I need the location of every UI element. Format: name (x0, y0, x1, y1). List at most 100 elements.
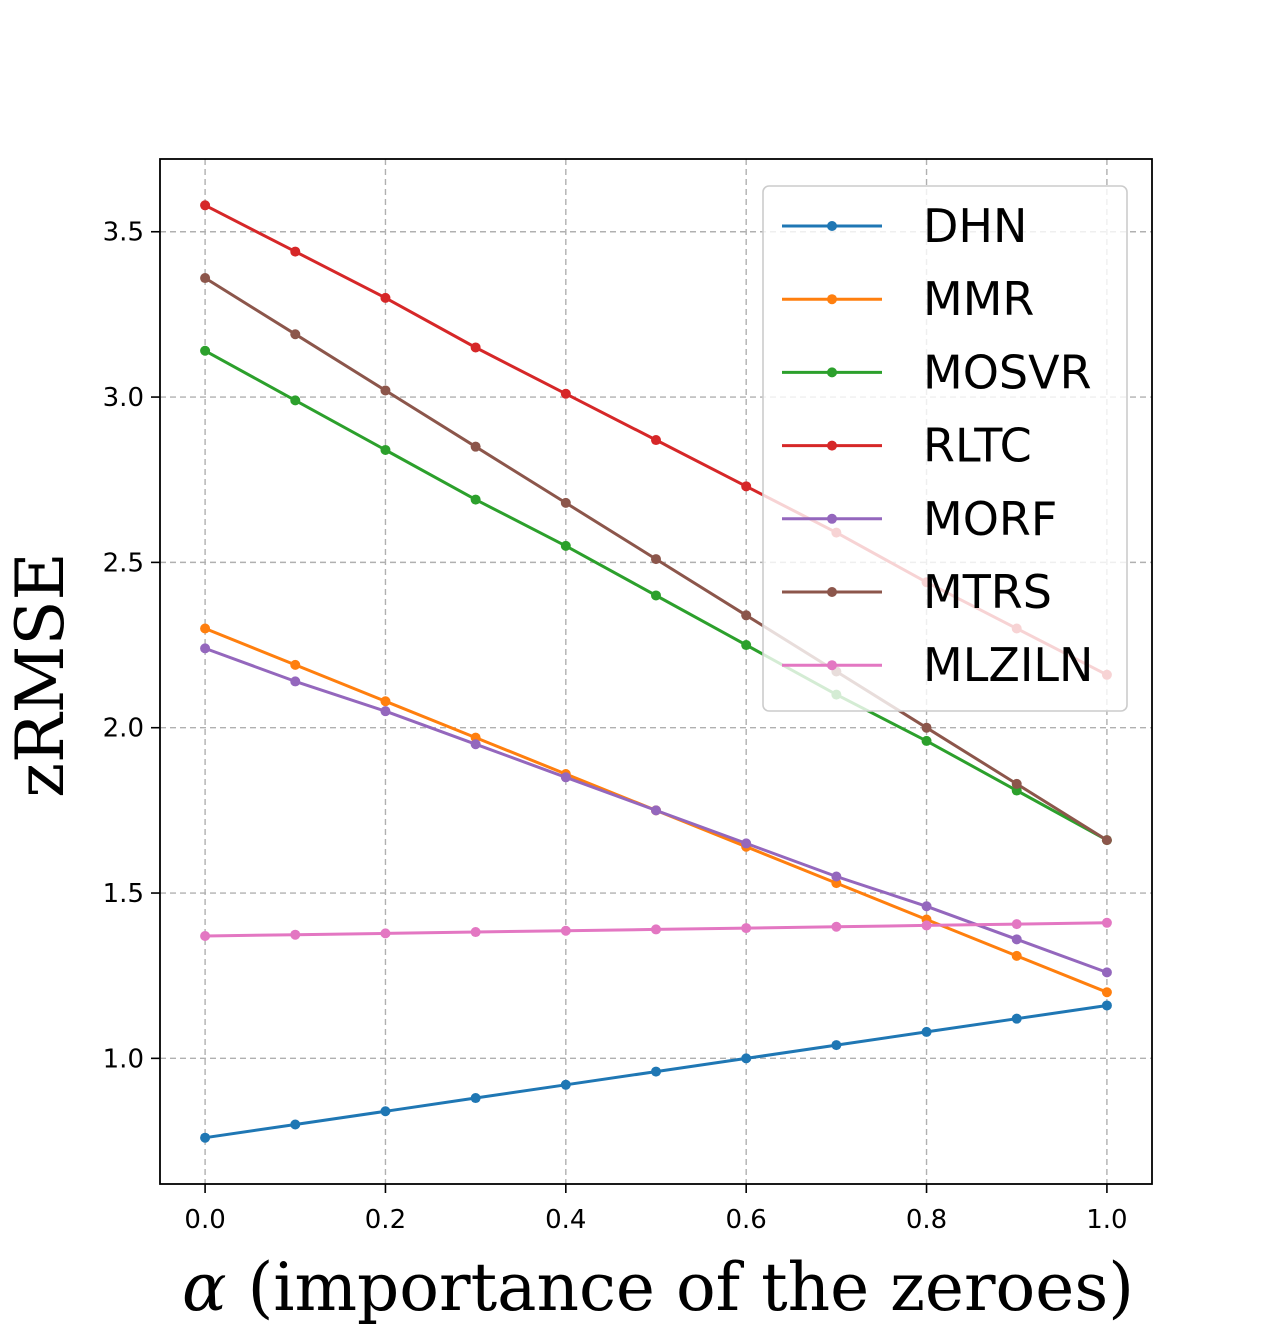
data-point-morf (921, 901, 932, 912)
legend-label: MLZILN (923, 638, 1093, 692)
data-point-mosvr (921, 735, 932, 746)
data-point-dhn (1101, 1000, 1112, 1011)
data-point-dhn (470, 1093, 481, 1104)
x-axis: 0.0 0.2 0.4 0.6 0.8 1.0 (184, 1184, 1128, 1235)
series-layer (200, 200, 1112, 1143)
legend-swatch-marker (827, 440, 837, 451)
legend-item-rltc: RLTC (782, 419, 1032, 473)
y-axis-title: zRMSE (2, 552, 79, 797)
y-tick-label: 1.5 (103, 879, 144, 909)
data-point-morf (831, 871, 842, 882)
legend-label: MTRS (923, 565, 1052, 619)
data-point-dhn (380, 1106, 391, 1117)
data-point-mtrs (651, 554, 661, 565)
data-point-morf (560, 772, 571, 783)
data-point-mosvr (470, 494, 481, 505)
data-point-mlziln (741, 923, 752, 934)
data-point-morf (651, 805, 661, 816)
data-point-mosvr (380, 444, 391, 455)
data-point-mlziln (921, 920, 932, 931)
legend-label: MOSVR (923, 345, 1092, 399)
legend-item-morf: MORF (782, 492, 1057, 546)
data-point-mtrs (1011, 778, 1022, 789)
data-point-mlziln (200, 931, 211, 942)
data-point-rltc (470, 342, 481, 353)
x-tick-label: 0.4 (545, 1205, 586, 1235)
legend-item-mosvr: MOSVR (782, 345, 1092, 399)
data-point-mtrs (1101, 835, 1112, 846)
data-point-mmr (200, 623, 211, 634)
data-point-mlziln (1011, 919, 1022, 930)
legend-swatch-marker (827, 294, 837, 305)
legend-swatch-marker (827, 513, 837, 524)
data-point-mtrs (560, 497, 571, 508)
legend-swatch-marker (827, 587, 837, 597)
y-tick-label: 2.5 (103, 548, 144, 578)
data-point-mmr (380, 696, 391, 707)
data-point-mosvr (200, 345, 211, 356)
y-tick-label: 1.0 (103, 1044, 144, 1074)
data-point-rltc (380, 292, 391, 303)
data-point-mosvr (741, 640, 752, 651)
legend-box (762, 185, 1128, 712)
series-dhn (200, 1000, 1112, 1143)
x-tick-label: 0.0 (184, 1205, 225, 1235)
data-point-mmr (1101, 987, 1112, 998)
y-tick-label: 2.0 (103, 714, 144, 744)
data-point-mtrs (380, 385, 391, 396)
x-axis-title: α (importance of the zeroes) (182, 1249, 1134, 1326)
data-point-mlziln (380, 928, 391, 939)
data-point-mlziln (1101, 917, 1112, 928)
legend-item-mlziln: MLZILN (782, 638, 1093, 692)
data-point-morf (1101, 967, 1112, 978)
data-point-mtrs (470, 441, 481, 452)
y-tick-label: 3.0 (103, 383, 144, 413)
data-point-dhn (200, 1132, 211, 1143)
legend-label: MORF (923, 492, 1057, 546)
legend-item-dhn: DHN (782, 199, 1027, 253)
data-point-rltc (290, 246, 301, 257)
data-point-mlziln (470, 927, 481, 938)
plot-frame (159, 158, 1153, 1185)
series-mosvr (200, 345, 1112, 846)
data-point-rltc (741, 481, 752, 492)
series-morf (200, 643, 1112, 978)
data-point-dhn (560, 1079, 571, 1090)
data-point-rltc (651, 435, 661, 446)
data-point-rltc (200, 200, 211, 211)
data-point-rltc (560, 388, 571, 399)
data-point-mosvr (651, 590, 661, 601)
data-point-mtrs (200, 273, 211, 284)
x-axis-title-symbol: α (182, 1249, 227, 1326)
legend-label: RLTC (923, 419, 1032, 473)
legend-label: MMR (923, 272, 1034, 326)
data-point-morf (1011, 934, 1022, 945)
legend-swatch-marker (827, 221, 837, 231)
x-tick-label: 0.2 (365, 1205, 406, 1235)
data-point-mosvr (290, 395, 301, 406)
data-point-morf (290, 676, 301, 687)
legend-item-mmr: MMR (782, 272, 1034, 326)
legend-swatch-marker (827, 367, 837, 378)
data-point-mosvr (560, 540, 571, 551)
legend-label: DHN (923, 199, 1027, 253)
data-point-mmr (1011, 950, 1022, 961)
data-point-dhn (831, 1040, 842, 1051)
legend-item-mtrs: MTRS (782, 565, 1052, 619)
data-point-mtrs (741, 610, 752, 621)
data-point-dhn (651, 1066, 661, 1077)
series-mlziln (200, 917, 1112, 942)
legend-swatch-marker (827, 660, 837, 671)
data-point-morf (200, 643, 211, 654)
data-point-mlziln (651, 924, 661, 935)
y-axis: 1.0 1.5 2.0 2.5 3.0 3.5 (103, 218, 160, 1074)
x-axis-title-text: (importance of the zeroes) (248, 1249, 1134, 1326)
x-tick-label: 1.0 (1086, 1205, 1127, 1235)
data-point-mtrs (921, 722, 932, 733)
data-point-dhn (1011, 1013, 1022, 1024)
x-tick-label: 0.8 (906, 1205, 947, 1235)
data-point-mlziln (831, 921, 842, 932)
data-point-dhn (741, 1053, 752, 1064)
data-point-mlziln (290, 929, 301, 940)
